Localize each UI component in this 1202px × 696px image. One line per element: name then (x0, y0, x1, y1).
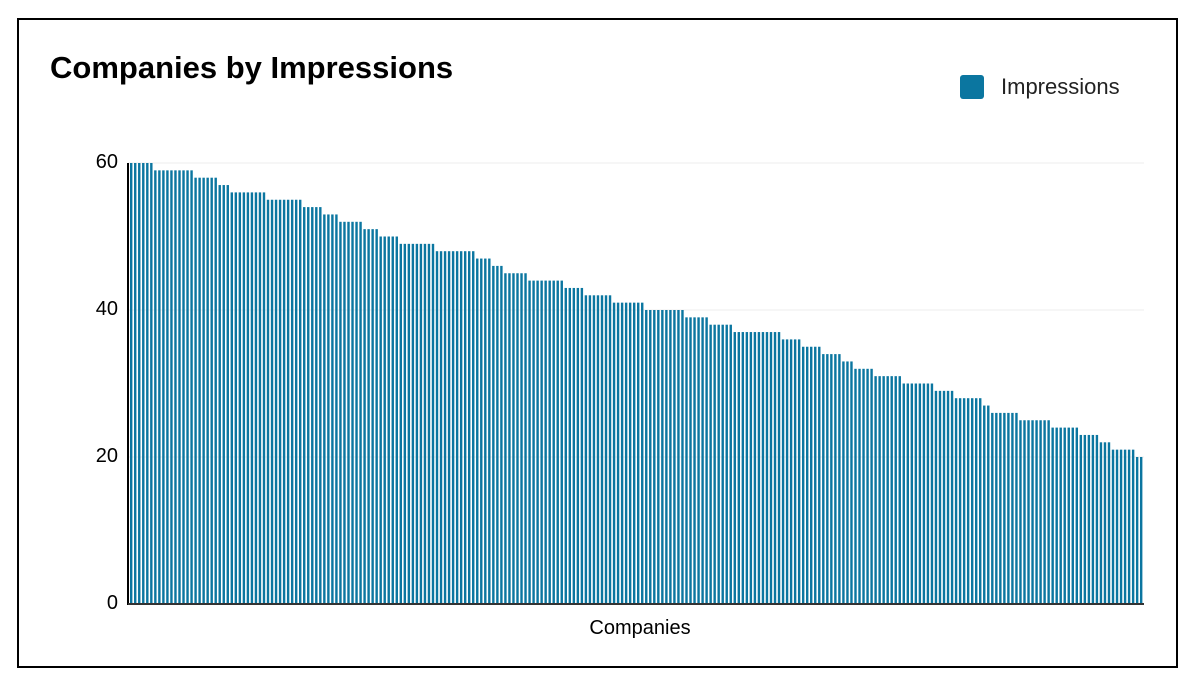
legend-swatch-icon (960, 75, 984, 99)
legend[interactable]: Impressions (960, 74, 1120, 100)
axes (127, 163, 1144, 605)
y-tick-20: 20 (95, 445, 118, 467)
y-tick-40: 40 (95, 298, 118, 320)
legend-label: Impressions (1001, 74, 1120, 99)
y-tick-60: 60 (95, 151, 118, 173)
y-tick-0: 0 (106, 592, 118, 614)
x-axis-label: Companies (589, 617, 691, 639)
bars (130, 163, 1143, 605)
chart-title: Companies by Impressions (50, 50, 454, 85)
